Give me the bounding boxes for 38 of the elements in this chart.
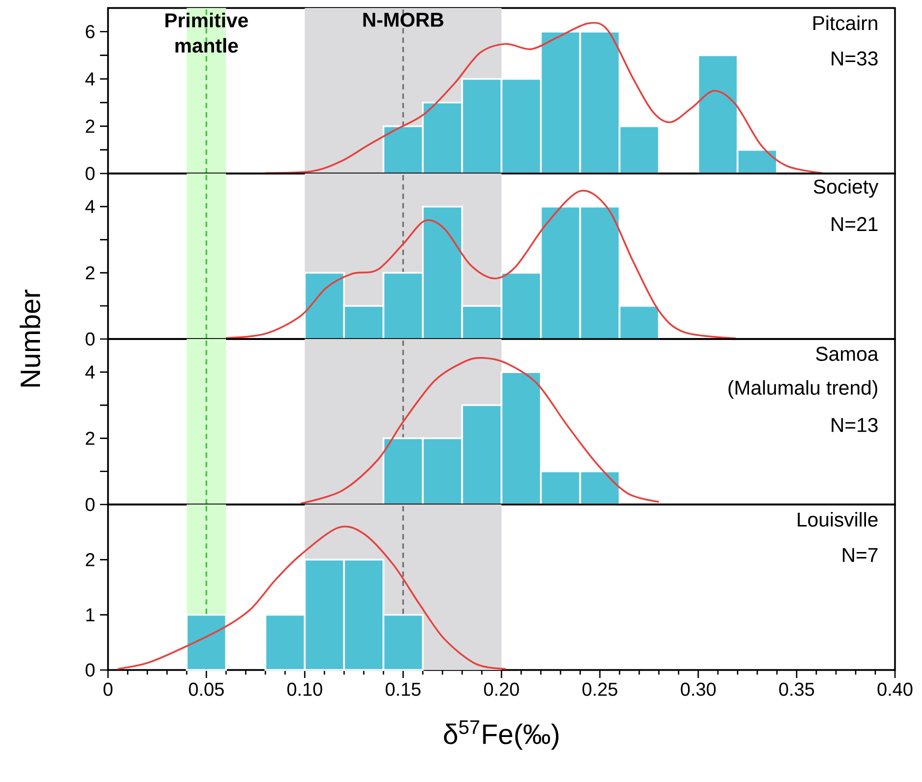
annotation: Samoa	[816, 346, 878, 361]
y-tick-label: 0	[86, 498, 95, 512]
y-tick-label: 0	[86, 663, 95, 677]
band-label: Primitive mantle	[165, 12, 248, 53]
y-tick-label: 0	[86, 166, 95, 180]
annotation: Pitcairn	[813, 16, 878, 30]
x-tick-label: 0	[104, 682, 112, 696]
y-tick-label: 1	[86, 608, 94, 622]
y-tick-label: 4	[85, 72, 95, 86]
y-tick-label: 2	[86, 120, 94, 133]
x-tick-label: 0.10	[287, 682, 322, 696]
y-tick-label: 2	[86, 553, 94, 566]
y-tick-label: 2	[86, 266, 94, 280]
x-tick-label: 0.25	[582, 682, 618, 696]
y-tick-label: 6	[86, 25, 94, 38]
annotation: N=13	[832, 418, 878, 432]
annotation: N=33	[832, 51, 878, 66]
x-tick-label: 0.30	[680, 682, 716, 696]
y-tick-label: 4	[85, 200, 95, 214]
line-series	[225, 190, 736, 340]
y-tick-label: 2	[86, 432, 94, 445]
x-axis-title: δ$^{57}$Fe(‰)	[444, 720, 558, 750]
x-tick-label: 0.05	[188, 682, 224, 696]
annotation: N=7	[842, 548, 878, 562]
y-tick-label: 0	[86, 332, 95, 346]
x-tick-label: 0.15	[386, 682, 421, 696]
x-tick-label: 0.20	[484, 682, 519, 696]
line-series	[116, 526, 506, 670]
annotation: Society	[814, 179, 878, 198]
x-tick-label: 0.40	[878, 682, 912, 696]
band-label: N-MORB	[363, 12, 444, 27]
y-tick-label: 4	[85, 366, 95, 379]
y-axis-title: Number	[20, 290, 40, 386]
line-series	[300, 356, 660, 504]
annotation: N=21	[832, 216, 878, 231]
annotation: Louisville	[798, 512, 878, 527]
annotation: (Malumalu trend)	[728, 380, 878, 399]
x-tick-label: 0.35	[779, 682, 814, 696]
